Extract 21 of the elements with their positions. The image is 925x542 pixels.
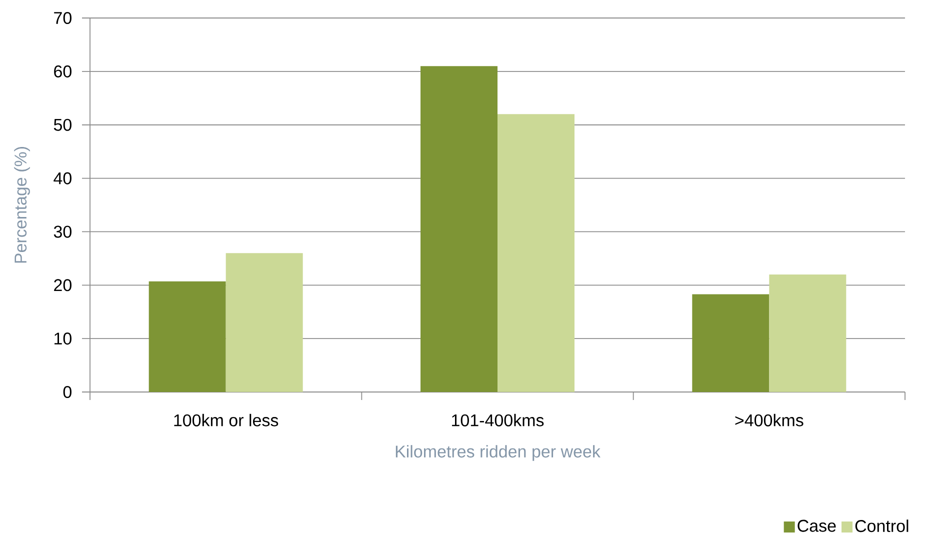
bar — [226, 253, 303, 392]
y-tick-label: 70 — [54, 12, 72, 24]
bar — [420, 66, 498, 392]
y-tick-label: 0 — [63, 386, 72, 398]
y-tick-label: 60 — [54, 65, 72, 78]
bar — [769, 274, 846, 392]
y-tick-label: 30 — [54, 226, 72, 238]
y-tick-label: 20 — [54, 279, 72, 292]
legend-label: Case — [798, 520, 836, 532]
y-tick-label: 10 — [54, 332, 72, 345]
x-tick-label: >400kms — [735, 414, 804, 426]
bar — [498, 114, 575, 392]
legend-label: Control — [855, 520, 908, 532]
y-tick-label: 40 — [54, 172, 72, 184]
x-axis-title: Kilometres ridden per week — [396, 445, 600, 461]
x-tick-label: 101-400kms — [452, 414, 544, 426]
y-axis-title: Percentage (%) — [14, 147, 30, 263]
x-tick-label: 100km or less — [174, 414, 278, 426]
bar — [148, 281, 226, 392]
bar — [692, 294, 770, 392]
y-tick-label: 50 — [54, 118, 72, 131]
